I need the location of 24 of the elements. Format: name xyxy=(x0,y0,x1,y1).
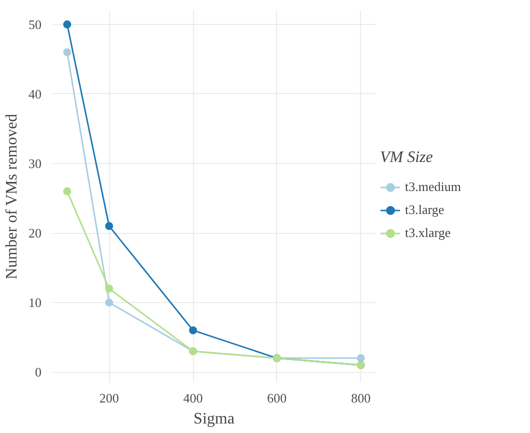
point xyxy=(63,48,72,56)
y-tick-label: 20 xyxy=(28,226,42,241)
x-tick-label: 800 xyxy=(351,390,371,406)
point xyxy=(63,20,72,28)
legend-label: t3.xlarge xyxy=(405,225,451,241)
point xyxy=(356,354,365,362)
y-tick-label: 0 xyxy=(35,364,42,380)
legend-label: t3.medium xyxy=(405,179,461,195)
legend-title: VM Size xyxy=(380,149,434,167)
y-tick-label: 10 xyxy=(28,295,42,310)
point xyxy=(105,222,114,230)
x-tick-label: 400 xyxy=(183,390,203,406)
y-tick-label: 50 xyxy=(28,16,42,32)
point xyxy=(105,284,114,293)
point xyxy=(63,187,72,196)
y-tick-label: 30 xyxy=(28,156,42,171)
x-axis-title: Sigma xyxy=(194,410,234,428)
y-axis-title: Number of VMs removed xyxy=(4,114,20,280)
point xyxy=(105,298,114,307)
x-tick-label: 600 xyxy=(267,390,287,406)
point xyxy=(189,326,198,334)
legend-label: t3.large xyxy=(405,202,444,218)
y-tick-label: 40 xyxy=(28,86,42,102)
x-tick-label: 200 xyxy=(99,390,119,406)
